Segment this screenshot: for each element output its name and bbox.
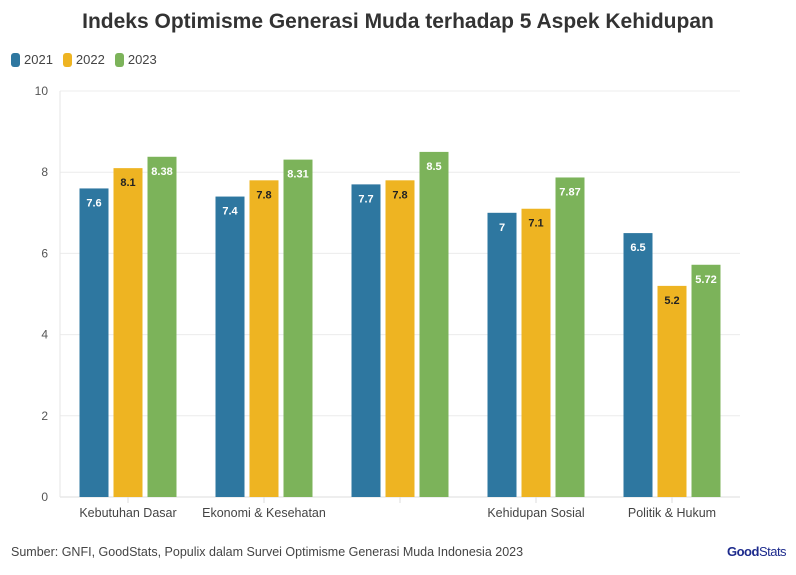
data-label: 8.38	[151, 166, 172, 178]
data-label: 7.4	[222, 206, 238, 218]
bar-2021	[215, 196, 245, 497]
y-tick-label: 2	[41, 409, 48, 423]
data-label: 7.6	[86, 197, 101, 209]
legend-label: 2023	[127, 52, 157, 67]
bar-2022	[657, 285, 687, 497]
data-label: 8.31	[287, 169, 308, 181]
bar-2023	[419, 151, 449, 497]
data-label: 8.5	[426, 161, 441, 173]
x-tick-label: Kehidupan Sosial	[487, 506, 584, 520]
legend-item-2023[interactable]: 2023	[114, 52, 157, 67]
source-note: Sumber: GNFI, GoodStats, Populix dalam S…	[11, 545, 524, 559]
bar-2021	[351, 184, 381, 497]
legend-swatch	[62, 52, 72, 67]
x-tick-label: Kebutuhan Dasar	[79, 506, 176, 520]
legend-item-2021[interactable]: 2021	[11, 52, 53, 67]
goodstats-logo: GoodStats	[727, 544, 787, 559]
data-label: 7.7	[358, 193, 373, 205]
y-tick-label: 6	[41, 246, 48, 260]
data-label: 5.72	[695, 274, 716, 286]
bar-2022	[249, 180, 279, 497]
legend-swatch	[114, 52, 124, 67]
y-tick-label: 4	[41, 328, 48, 342]
logo-part1: Good	[727, 544, 759, 559]
bar-2021	[623, 233, 653, 497]
legend-swatch	[11, 52, 20, 67]
chart-title: Indeks Optimisme Generasi Muda terhadap …	[82, 10, 714, 33]
bar-2021	[487, 212, 517, 498]
bar-2023	[691, 264, 721, 497]
x-tick-label: Ekonomi & Kesehatan	[202, 506, 326, 520]
x-tick-label: Politik & Hukum	[628, 506, 716, 520]
bar-2022	[113, 168, 143, 497]
legend-label: 2021	[24, 52, 53, 67]
data-label: 7	[499, 222, 505, 234]
y-tick-label: 8	[41, 165, 48, 179]
legend-label: 2022	[75, 52, 105, 67]
data-label: 5.2	[664, 295, 679, 307]
bar-2022	[521, 208, 551, 498]
y-tick-label: 10	[35, 84, 49, 98]
data-label: 7.8	[392, 189, 407, 201]
bar-2023	[283, 159, 313, 497]
data-label: 7.87	[559, 186, 580, 198]
bar-2023	[555, 177, 585, 497]
data-label: 6.5	[630, 242, 645, 254]
data-label: 7.8	[256, 189, 271, 201]
y-tick-label: 0	[41, 490, 48, 504]
bar-2022	[385, 180, 415, 497]
data-label: 7.1	[528, 218, 543, 230]
bar-2021	[79, 188, 109, 497]
bar-2023	[147, 156, 177, 497]
legend: 2021 2022 2023	[11, 52, 157, 67]
logo-part2: Stats	[758, 544, 787, 559]
legend-item-2022[interactable]: 2022	[62, 52, 105, 67]
data-label: 8.1	[120, 177, 135, 189]
